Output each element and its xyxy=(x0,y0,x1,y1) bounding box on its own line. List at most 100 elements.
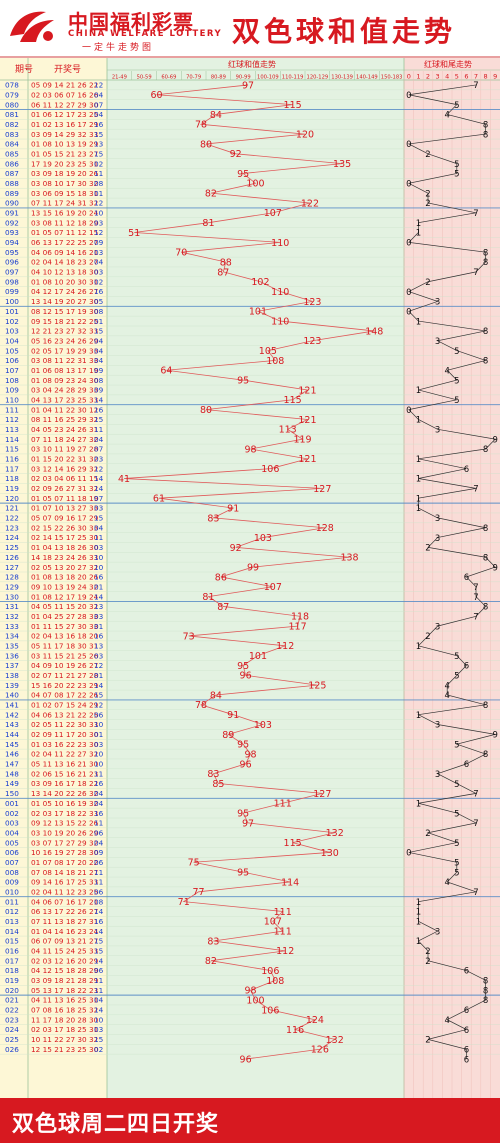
issue-number: 104 xyxy=(5,336,19,345)
red-balls: 01 04 14 16 23 24 xyxy=(31,927,99,936)
red-balls: 07 08 14 18 21 27 xyxy=(31,868,99,877)
blue-ball: 10 xyxy=(94,209,104,218)
tail-value-label: 3 xyxy=(435,426,440,436)
blue-ball: 04 xyxy=(94,110,104,119)
issue-number: 147 xyxy=(5,760,19,769)
red-balls: 01 02 13 16 17 29 xyxy=(31,120,99,129)
sum-value-label: 81 xyxy=(202,218,214,229)
red-balls: 02 04 14 18 23 27 xyxy=(31,258,99,267)
red-balls: 12 15 21 23 25 30 xyxy=(31,1045,99,1054)
issue-number: 125 xyxy=(5,543,19,552)
issue-number: 011 xyxy=(5,897,19,906)
sum-value-label: 77 xyxy=(193,887,205,898)
sum-value-label: 138 xyxy=(340,553,358,564)
tail-series: 7054880255022711088720301835845150139816… xyxy=(406,81,498,1065)
sum-value-label: 116 xyxy=(286,1025,304,1036)
blue-ball: 04 xyxy=(94,523,104,532)
issue-number: 078 xyxy=(5,81,19,90)
issue-number: 148 xyxy=(5,769,19,778)
sum-value-label: 112 xyxy=(276,641,294,652)
issue-number: 018 xyxy=(5,966,19,975)
sum-value-label: 117 xyxy=(289,622,307,633)
issue-number: 088 xyxy=(5,179,19,188)
tail-value-label: 8 xyxy=(483,445,488,455)
tail-value-label: 6 xyxy=(464,1006,469,1016)
issue-number: 116 xyxy=(5,455,19,464)
sum-value-label: 107 xyxy=(264,917,282,928)
issue-number: 092 xyxy=(5,218,19,227)
sum-value-label: 101 xyxy=(249,307,267,318)
red-balls: 13 14 19 20 27 30 xyxy=(31,297,99,306)
sum-value-label: 112 xyxy=(276,946,294,957)
issue-number: 103 xyxy=(5,327,19,336)
red-balls: 01 08 10 20 30 31 xyxy=(31,277,98,286)
red-balls: 02 03 17 18 25 31 xyxy=(31,1025,98,1034)
issue-number: 100 xyxy=(5,297,19,306)
red-balls: 07 08 16 18 25 32 xyxy=(31,1006,98,1015)
blue-ball: 02 xyxy=(94,277,103,286)
issue-number: 131 xyxy=(5,602,19,611)
red-balls: 04 11 13 16 25 31 xyxy=(31,996,98,1005)
tail-value-label: 3 xyxy=(435,337,440,347)
sum-value-label: 82 xyxy=(205,956,217,967)
issue-number: 091 xyxy=(5,209,19,218)
issue-number: 143 xyxy=(5,720,19,729)
blue-ball: 15 xyxy=(94,1035,103,1044)
sum-value-label: 83 xyxy=(207,769,219,780)
tail-value-label: 7 xyxy=(473,819,478,829)
tail-value-label: 7 xyxy=(473,593,478,603)
red-balls: 01 06 08 13 17 19 xyxy=(31,366,99,375)
sum-value-label: 70 xyxy=(175,248,187,259)
sum-value-label: 71 xyxy=(178,897,190,908)
tail-value-label: 2 xyxy=(425,199,430,209)
tail-value-label: 4 xyxy=(444,111,449,121)
issue-number: 149 xyxy=(5,779,19,788)
sum-value-label: 96 xyxy=(240,1054,252,1065)
blue-ball: 16 xyxy=(94,779,104,788)
red-balls: 04 13 17 23 25 33 xyxy=(31,395,99,404)
blue-ball: 01 xyxy=(94,671,103,680)
blue-ball: 16 xyxy=(94,287,104,296)
tail-value-label: 3 xyxy=(435,534,440,544)
blue-ball: 15 xyxy=(94,514,103,523)
red-balls: 01 04 25 27 28 33 xyxy=(31,612,99,621)
blue-ball: 15 xyxy=(94,327,103,336)
column-headers: 期号 开奖号 红球和值走势 红球和尾走势 21-49 50-59 60-69 70-7… xyxy=(15,59,497,81)
sum-value-label: 91 xyxy=(227,503,239,514)
red-balls: 01 08 09 23 24 30 xyxy=(31,376,99,385)
blue-ball: 09 xyxy=(94,848,104,857)
blue-ball: 11 xyxy=(94,769,103,778)
issue-number: 084 xyxy=(5,140,19,149)
red-balls: 03 06 09 15 18 31 xyxy=(31,189,98,198)
issue-number: 126 xyxy=(5,553,19,562)
issue-number: 090 xyxy=(5,199,19,208)
tail-value-label: 1 xyxy=(416,475,421,485)
issue-number: 101 xyxy=(5,307,19,316)
issue-number: 106 xyxy=(5,356,19,365)
issue-number: 009 xyxy=(5,878,19,887)
tail-value-label: 1 xyxy=(416,799,421,809)
tail-value-label: 9 xyxy=(492,435,497,445)
blue-ball: 03 xyxy=(94,543,104,552)
sum-value-label: 83 xyxy=(207,936,219,947)
tail-value-label: 0 xyxy=(406,239,411,249)
tail-value-label: 3 xyxy=(435,514,440,524)
sum-value-label: 106 xyxy=(261,464,279,475)
red-balls: 04 06 13 21 22 25 xyxy=(31,710,98,719)
issue-number: 128 xyxy=(5,573,19,582)
red-balls: 05 13 17 18 22 23 xyxy=(31,986,99,995)
blue-ball: 09 xyxy=(94,386,104,395)
sum-value-label: 95 xyxy=(237,661,249,672)
logo-english-text: CHINA WELFARE LOTTERY xyxy=(68,29,223,39)
blue-ball: 03 xyxy=(94,1025,104,1034)
red-balls: 04 12 17 24 26 27 xyxy=(31,287,99,296)
sum-value-label: 87 xyxy=(217,267,229,278)
blue-ball: 12 xyxy=(94,464,103,473)
issue-number: 025 xyxy=(5,1035,19,1044)
blue-ball: 14 xyxy=(94,395,104,404)
blue-ball: 04 xyxy=(94,789,104,798)
sum-value-label: 97 xyxy=(242,80,254,91)
tail-value-label: 7 xyxy=(473,612,478,622)
red-balls: 03 04 24 28 29 33 xyxy=(31,386,99,395)
tail-value-label: 7 xyxy=(473,888,478,898)
